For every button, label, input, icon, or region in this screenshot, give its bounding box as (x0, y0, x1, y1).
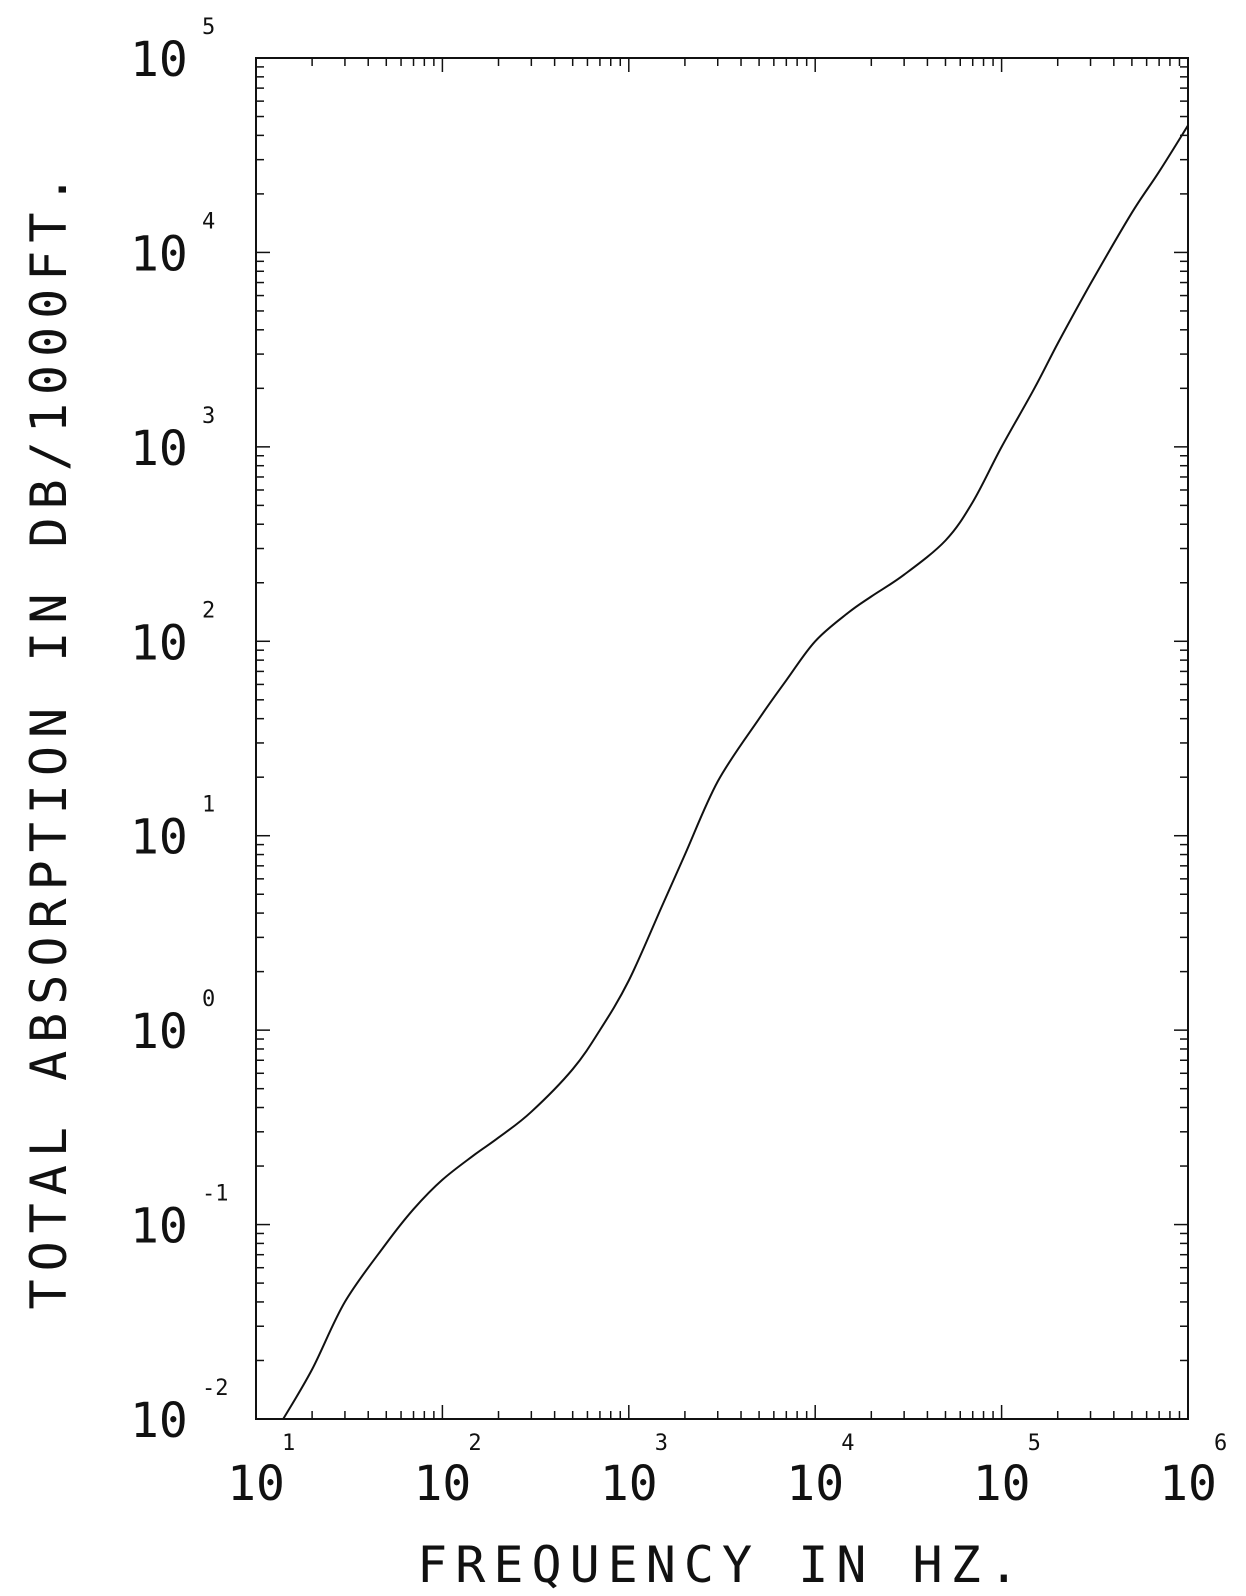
y-tick-label: 10 (130, 226, 188, 282)
y-tick-labels: 10 -2 10 -1 10 0 10 1 10 2 10 3 10 4 10 5 (130, 15, 229, 1449)
absorption-curve (282, 124, 1189, 1420)
y-tick-label: 10 (130, 421, 188, 477)
y-tick-exponent: -1 (202, 1182, 229, 1207)
y-tick-exponent: 2 (202, 598, 215, 623)
y-axis-title: TOTAL ABSORPTION IN DB/1000FT. (20, 166, 78, 1309)
x-tick-exponent: 6 (1214, 1431, 1227, 1456)
x-tick-label: 10 (973, 1456, 1031, 1512)
y-tick-exponent: -2 (202, 1376, 229, 1401)
x-tick-label: 10 (414, 1456, 472, 1512)
x-tick-label: 10 (1159, 1456, 1217, 1512)
plot-frame (255, 57, 1189, 1420)
y-tick-label: 10 (130, 1004, 188, 1060)
x-tick-exponent: 1 (282, 1431, 295, 1456)
y-tick-label: 10 (130, 1199, 188, 1255)
y-tick-label: 10 (130, 1393, 188, 1449)
x-tick-label: 10 (786, 1456, 844, 1512)
y-tick-exponent: 5 (202, 15, 215, 40)
x-tick-exponent: 5 (1028, 1431, 1041, 1456)
x-tick-label: 10 (227, 1456, 285, 1512)
x-tick-exponent: 2 (468, 1431, 481, 1456)
y-tick-exponent: 1 (202, 793, 215, 818)
y-tick-label: 10 (130, 32, 188, 88)
x-tick-label: 10 (600, 1456, 658, 1512)
y-tick-exponent: 3 (202, 404, 215, 429)
x-tick-exponent: 4 (841, 1431, 854, 1456)
y-tick-exponent: 0 (202, 987, 215, 1012)
y-tick-exponent: 4 (202, 209, 215, 234)
x-tick-exponent: 3 (655, 1431, 668, 1456)
minor-ticks (255, 58, 1188, 1420)
y-tick-label: 10 (130, 615, 188, 671)
y-tick-label: 10 (130, 810, 188, 866)
x-axis-title: FREQUENCY IN HZ. (417, 1536, 1027, 1594)
